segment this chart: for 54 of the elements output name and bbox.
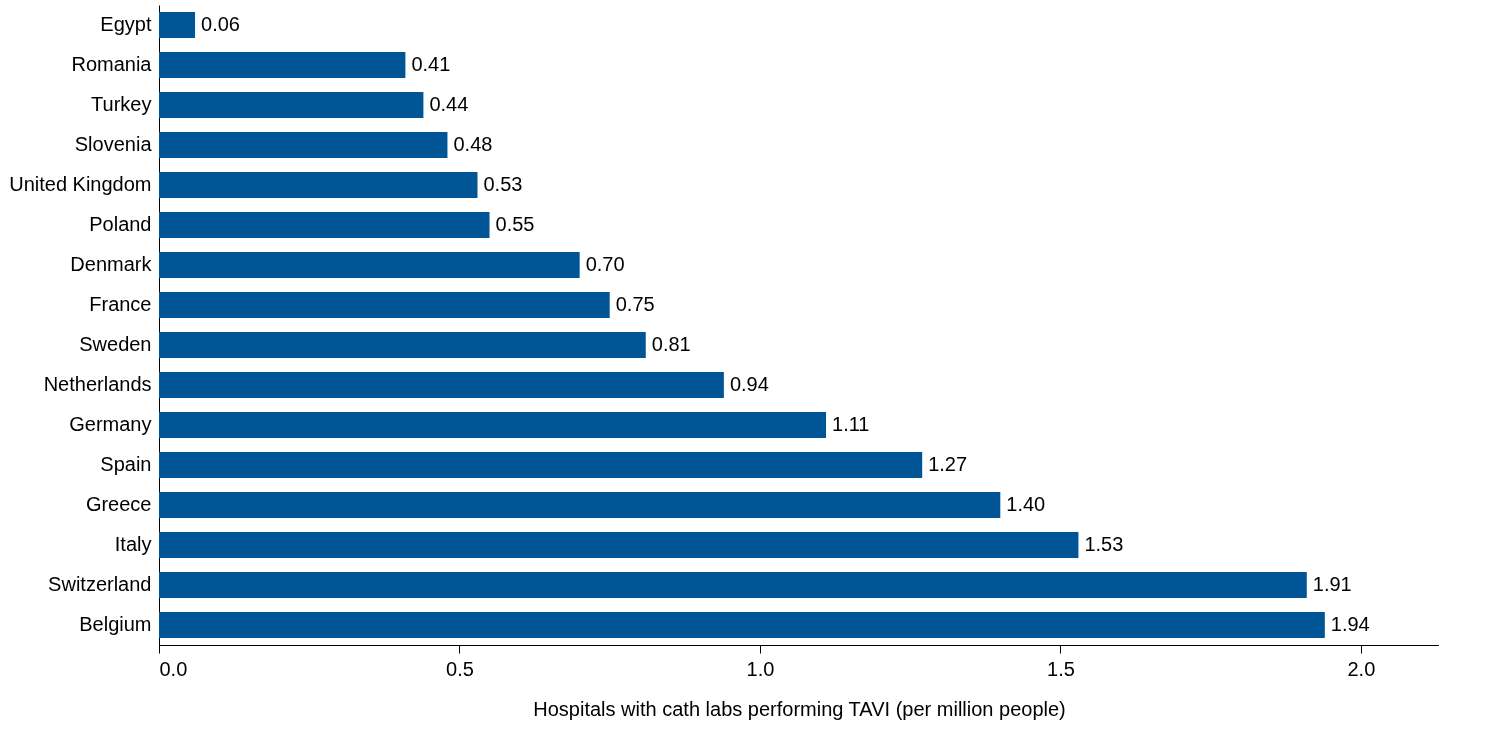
y-tick-label: Netherlands (43, 373, 152, 395)
y-tick-label: Romania (71, 53, 153, 75)
data-label: 1.91 (1312, 573, 1352, 595)
y-tick-label: Denmark (70, 253, 153, 275)
data-label: 1.27 (928, 453, 968, 475)
y-tick-label: Slovenia (74, 133, 153, 155)
y-tick-label: Greece (85, 493, 152, 515)
data-label: 0.53 (483, 173, 523, 195)
x-tick-label: 0.5 (446, 657, 474, 680)
bar (159, 612, 1325, 638)
data-label: 1.40 (1006, 493, 1046, 515)
data-label: 1.53 (1084, 533, 1124, 555)
x-tick-label: 1.0 (746, 657, 775, 680)
data-label: 0.81 (651, 333, 691, 355)
data-label: 0.94 (729, 373, 769, 395)
data-label: 0.55 (495, 213, 535, 235)
data-label: 1.94 (1330, 613, 1370, 635)
x-tick-label: 0.0 (159, 657, 188, 680)
y-tick-label: United Kingdom (9, 173, 152, 195)
data-label: 1.11 (832, 413, 870, 435)
bar (159, 532, 1079, 558)
bar (159, 132, 448, 158)
bar (159, 572, 1307, 598)
bar (159, 52, 406, 78)
bar (159, 172, 478, 198)
bar (159, 412, 827, 438)
x-tick-label: 2.0 (1347, 657, 1376, 680)
data-label: 0.48 (453, 133, 493, 155)
y-tick-label: Poland (89, 213, 152, 235)
y-tick-label: Germany (69, 413, 152, 435)
bar (159, 252, 580, 278)
bar (159, 332, 646, 358)
bar (159, 212, 490, 238)
data-label: 0.41 (411, 53, 451, 75)
data-label: 0.06 (201, 13, 240, 35)
bar (159, 92, 424, 118)
y-tick-label: Spain (100, 453, 152, 475)
y-tick-label: Belgium (79, 613, 152, 635)
data-label: 0.75 (615, 293, 655, 315)
bar (159, 372, 724, 398)
y-tick-label: Italy (114, 533, 152, 555)
data-label: 0.44 (429, 93, 469, 115)
bar (159, 492, 1001, 518)
y-tick-label: France (89, 293, 152, 315)
y-tick-label: Sweden (79, 333, 152, 355)
x-tick-label: 1.5 (1047, 657, 1075, 680)
bar (159, 452, 923, 478)
x-axis-title: Hospitals with cath labs performing TAVI (per million people) (533, 697, 1066, 720)
y-tick-label: Egypt (100, 13, 152, 35)
bar (159, 12, 196, 38)
y-tick-label: Turkey (91, 93, 152, 115)
bar (159, 292, 610, 318)
y-tick-label: Switzerland (48, 573, 152, 595)
data-label: 0.70 (585, 253, 625, 275)
